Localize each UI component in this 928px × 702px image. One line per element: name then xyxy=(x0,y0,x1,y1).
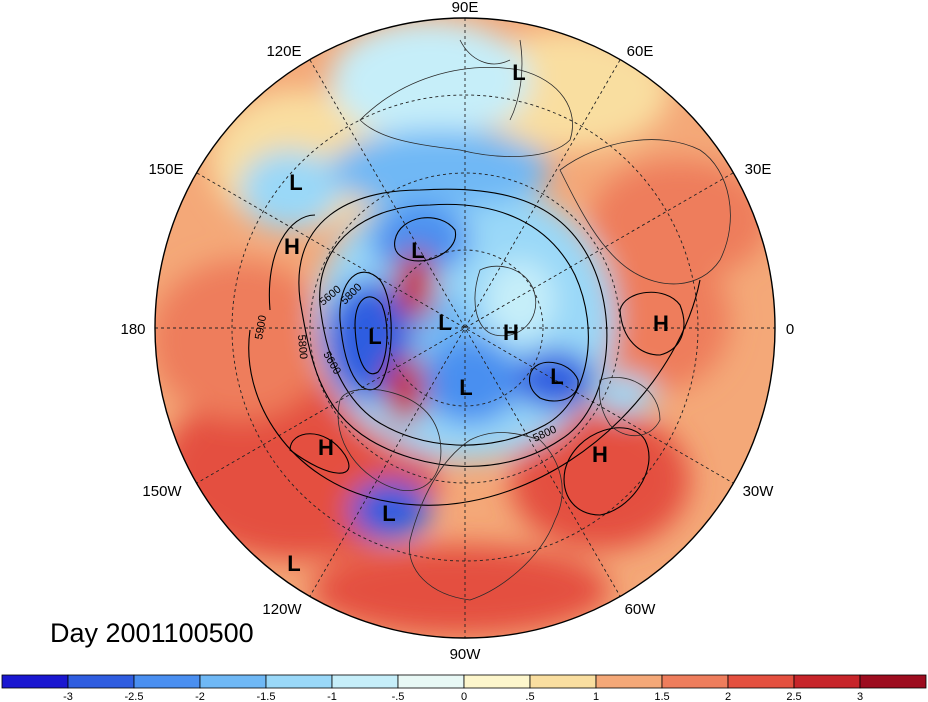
lon-label-90w: 90W xyxy=(450,646,482,663)
swatch-neg3-neg25 xyxy=(67,674,135,689)
low-marker: L xyxy=(287,551,300,576)
colorbar-tick-label: .5 xyxy=(525,691,534,702)
graticule xyxy=(155,18,775,638)
longitude-labels: 90E 60E 30E 0 30W 60W 90W 120W 150W 180 … xyxy=(120,0,794,663)
colorbar-labels: -3 -2.5 -2 -1.5 -1 -.5 0 .5 1 1.5 2 2.5 … xyxy=(63,691,863,702)
swatch-neg05-0 xyxy=(397,674,465,689)
low-marker: L xyxy=(512,60,525,85)
lon-label-90e: 90E xyxy=(452,0,479,16)
lon-label-60w: 60W xyxy=(625,601,657,618)
swatch-05-1 xyxy=(529,674,597,689)
colorbar-tick-label: 2.5 xyxy=(786,691,801,702)
low-marker: L xyxy=(550,364,563,389)
low-marker: L xyxy=(368,324,381,349)
high-marker: H xyxy=(318,435,334,460)
colorbar-tick-label: 1.5 xyxy=(654,691,669,702)
lon-label-0: 0 xyxy=(786,321,794,338)
polar-map: 90E 60E 30E 0 30W 60W 90W 120W 150W 180 … xyxy=(120,0,794,663)
coastlines xyxy=(337,39,731,601)
high-marker: H xyxy=(503,320,519,345)
swatch-2-25 xyxy=(727,674,795,689)
swatch-neg2-neg15 xyxy=(199,674,267,689)
low-marker: L xyxy=(411,238,424,263)
swatch-neg1-neg05 xyxy=(331,674,399,689)
colorbar-tick-label: 3 xyxy=(857,691,863,702)
high-marker: H xyxy=(284,234,300,259)
lon-label-30w: 30W xyxy=(743,483,775,500)
lon-label-60e: 60E xyxy=(627,43,654,60)
colorbar-tick-label: -1 xyxy=(327,691,337,702)
lon-label-30e: 30E xyxy=(745,161,772,178)
swatch-gt-3 xyxy=(859,674,927,689)
anomaly-field xyxy=(155,18,775,638)
colorbar-tick-label: -1.5 xyxy=(257,691,276,702)
low-marker: L xyxy=(289,170,302,195)
lon-label-150w: 150W xyxy=(142,483,182,500)
contour-label: 5900 xyxy=(253,314,269,340)
lon-label-180: 180 xyxy=(120,321,145,338)
colorbar-tick-label: -2.5 xyxy=(125,691,144,702)
colorbar: -3 -2.5 -2 -1.5 -1 -.5 0 .5 1 1.5 2 2.5 … xyxy=(1,674,927,702)
lon-label-120w: 120W xyxy=(262,601,302,618)
swatch-neg15-neg1 xyxy=(265,674,333,689)
lon-label-150e: 150E xyxy=(148,161,183,178)
contour-label: 5800 xyxy=(295,334,309,359)
colorbar-tick-label: -2 xyxy=(195,691,205,702)
pressure-centers: L L L L L L L L L H H H H H xyxy=(284,60,669,576)
swatch-25-3 xyxy=(793,674,861,689)
colorbar-tick-label: -.5 xyxy=(392,691,405,702)
swatch-neg25-neg2 xyxy=(133,674,201,689)
swatch-0-05 xyxy=(463,674,531,689)
colorbar-tick-label: 1 xyxy=(593,691,599,702)
high-marker: H xyxy=(592,442,608,467)
low-marker: L xyxy=(438,310,451,335)
low-marker: L xyxy=(382,501,395,526)
lon-label-120e: 120E xyxy=(266,43,301,60)
swatch-15-2 xyxy=(661,674,729,689)
low-marker: L xyxy=(459,375,472,400)
height-contours xyxy=(248,188,701,516)
swatch-lt-neg3 xyxy=(1,674,69,689)
colorbar-tick-label: 0 xyxy=(461,691,467,702)
colorbar-swatches xyxy=(1,674,927,689)
high-marker: H xyxy=(653,311,669,336)
swatch-1-15 xyxy=(595,674,663,689)
colorbar-tick-label: 2 xyxy=(725,691,731,702)
colorbar-tick-label: -3 xyxy=(63,691,73,702)
map-boundary xyxy=(154,17,776,639)
date-label: Day 2001100500 xyxy=(50,618,254,648)
